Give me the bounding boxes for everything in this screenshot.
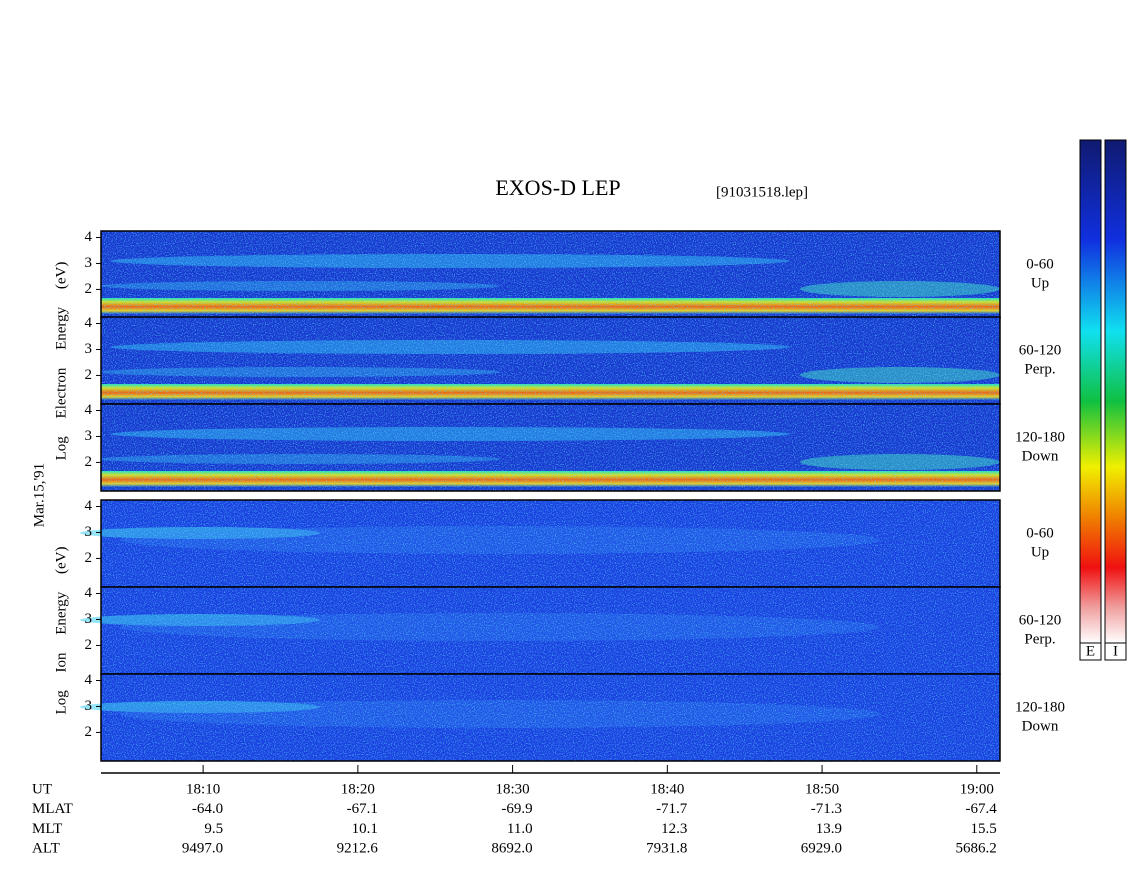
y-tick-label: 3: [85, 524, 93, 540]
noise: [101, 587, 1000, 674]
ephemeris-row-label: ALT: [32, 841, 60, 857]
y-axis-label: Log Electron Energy (eV): [53, 262, 69, 461]
date-label: Mar.15,'91: [31, 463, 47, 527]
ephemeris-value: 15.5: [971, 821, 997, 837]
panel-label: 120-180: [1015, 699, 1065, 715]
y-tick-label: 2: [85, 550, 93, 566]
x-tick-label: 18:20: [341, 781, 375, 797]
panel-label: 60-120: [1019, 612, 1062, 628]
panel-sublabel: Down: [1022, 718, 1059, 734]
y-tick-label: 3: [85, 611, 93, 627]
noise: [101, 231, 1000, 318]
colorbar-box: [1104, 642, 1127, 661]
colorbar-label: I: [1113, 643, 1118, 659]
y-tick-label: 2: [85, 724, 93, 740]
ephemeris-value: 9497.0: [182, 841, 223, 857]
ephemeris-value: 5686.2: [956, 841, 997, 857]
ephemeris-row-label: MLT: [32, 821, 62, 837]
chart-subtitle: [91031518.lep]: [716, 184, 808, 200]
noise: [101, 674, 1000, 761]
y-tick-label: 4: [85, 229, 93, 245]
colorbar-label: E: [1086, 643, 1095, 659]
ephemeris-value: 6929.0: [801, 841, 842, 857]
panel-sublabel: Down: [1022, 448, 1059, 464]
y-tick-label: 4: [85, 402, 93, 418]
ephemeris-value: 9212.6: [337, 841, 379, 857]
y-tick-label: 2: [85, 454, 93, 470]
colorbar: [1079, 139, 1102, 644]
ephemeris-value: -67.4: [966, 801, 998, 817]
noise: [101, 317, 1000, 404]
ephemeris-value: 12.3: [661, 821, 687, 837]
y-tick-label: 2: [85, 367, 93, 383]
ephemeris-value: -71.7: [656, 801, 688, 817]
y-tick-label: 3: [85, 341, 93, 357]
x-tick-label: 18:40: [650, 781, 684, 797]
panel-frame: [100, 403, 1001, 492]
y-tick-label: 4: [85, 672, 93, 688]
panel-sublabel: Perp.: [1024, 361, 1055, 377]
colorbar: [1104, 139, 1127, 644]
y-tick-label: 3: [85, 428, 93, 444]
ephemeris-value: -67.1: [347, 801, 378, 817]
y-tick-label: 3: [85, 698, 93, 714]
ephemeris-value: -69.9: [501, 801, 532, 817]
ephemeris-value: 9.5: [204, 821, 223, 837]
ephemeris-value: 7931.8: [646, 841, 687, 857]
noise: [101, 404, 1000, 491]
ephemeris-value: 8692.0: [491, 841, 532, 857]
y-axis-label: Log Ion Energy (eV): [53, 547, 69, 715]
x-tick-label: 18:10: [186, 781, 220, 797]
y-tick-label: 4: [85, 498, 93, 514]
y-tick-label: 2: [85, 281, 93, 297]
ephemeris-value: -64.0: [192, 801, 223, 817]
panel-frame: [100, 673, 1001, 762]
y-tick-label: 2: [85, 637, 93, 653]
x-tick-label: 19:00: [960, 781, 994, 797]
y-tick-label: 4: [85, 585, 93, 601]
panel-sublabel: Up: [1031, 275, 1049, 291]
noise: [101, 500, 1000, 587]
ephemeris-value: 11.0: [507, 821, 533, 837]
chart-title: EXOS-D LEP: [495, 175, 620, 200]
ephemeris-row-label: UT: [32, 781, 52, 797]
y-tick-label: 3: [85, 255, 93, 271]
x-tick-label: 18:30: [496, 781, 530, 797]
ephemeris-row-label: MLAT: [32, 801, 73, 817]
ephemeris-value: -71.3: [811, 801, 842, 817]
panel-label: 60-120: [1019, 342, 1062, 358]
panel-label: 120-180: [1015, 429, 1065, 445]
y-tick-label: 4: [85, 315, 93, 331]
panel-sublabel: Up: [1031, 544, 1049, 560]
ephemeris-value: 13.9: [816, 821, 842, 837]
colorbar-box: [1079, 642, 1102, 661]
panel-label: 0-60: [1026, 256, 1054, 272]
panel-sublabel: Perp.: [1024, 631, 1055, 647]
x-tick-label: 18:50: [805, 781, 839, 797]
ephemeris-value: 10.1: [352, 821, 378, 837]
panel-label: 0-60: [1026, 525, 1054, 541]
